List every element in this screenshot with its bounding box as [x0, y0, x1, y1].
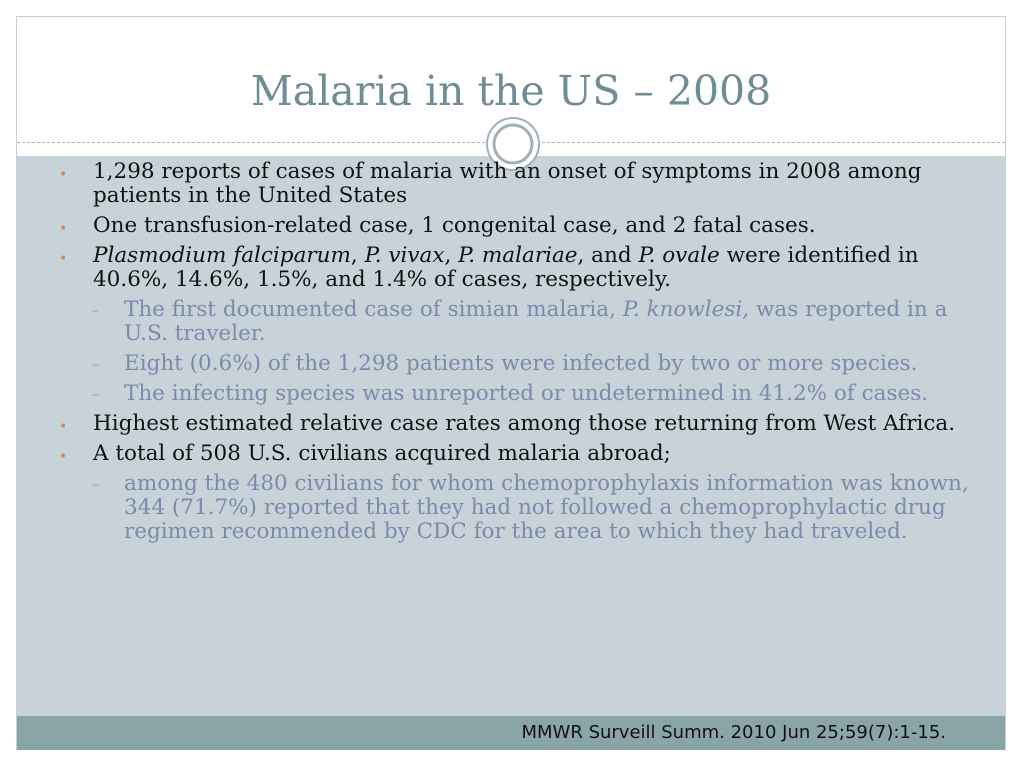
- bullet-item: • 1,298 reports of cases of malaria with…: [56, 160, 976, 208]
- sub-bullet-item: – Eight (0.6%) of the 1,298 patients wer…: [56, 352, 976, 376]
- sub-bullet-marker: –: [92, 387, 99, 403]
- slide-title: Malaria in the US – 2008: [250, 67, 772, 115]
- sub-bullet-marker: –: [92, 357, 99, 373]
- sub-bullet-marker: –: [92, 477, 99, 493]
- citation: MMWR Surveill Summ. 2010 Jun 25;59(7):1-…: [521, 722, 946, 743]
- text-run: was reported in a U.S. traveler.: [124, 297, 948, 346]
- bullet-marker: •: [59, 419, 68, 435]
- sub-bullet-item: – The infecting species was unreported o…: [56, 382, 976, 406]
- bullet-marker: •: [59, 221, 68, 237]
- text-run: The first documented case of simian mala…: [124, 297, 623, 322]
- bullet-text: Highest estimated relative case rates am…: [93, 411, 956, 436]
- double-circle-ornament-icon: [486, 117, 540, 171]
- bullet-marker: •: [59, 167, 68, 183]
- content-background: [17, 156, 1005, 716]
- text-run: were identified in 40.6%, 14.6%, 1.5%, a…: [93, 243, 919, 292]
- bullet-marker: •: [59, 449, 68, 465]
- bullet-marker: •: [59, 251, 68, 267]
- species-name: P. malariae: [458, 243, 578, 268]
- species-name: P. vivax: [364, 243, 445, 268]
- species-name: P. ovale: [638, 243, 720, 268]
- text-run: ,: [350, 243, 365, 268]
- slide-body: • 1,298 reports of cases of malaria with…: [56, 154, 976, 544]
- sub-bullet-marker: –: [92, 303, 99, 319]
- sub-bullet-text: Eight (0.6%) of the 1,298 patients were …: [124, 351, 918, 376]
- footer-bar: [17, 716, 1005, 750]
- sub-bullet-item: – among the 480 civilians for whom chemo…: [56, 472, 976, 544]
- sub-bullet-text: The infecting species was unreported or …: [124, 381, 929, 406]
- bullet-item: • Highest estimated relative case rates …: [56, 412, 976, 436]
- sub-bullet-item: – The first documented case of simian ma…: [56, 298, 976, 346]
- bullet-text: 1,298 reports of cases of malaria with a…: [93, 159, 922, 208]
- bullet-text: One transfusion-related case, 1 congenit…: [93, 213, 816, 238]
- bullet-item: • One transfusion-related case, 1 congen…: [56, 214, 976, 238]
- species-name: Plasmodium falciparum: [93, 243, 351, 268]
- bullet-text: A total of 508 U.S. civilians acquired m…: [93, 441, 671, 466]
- species-name: P. knowlesi,: [622, 297, 750, 322]
- text-run: ,: [444, 243, 459, 268]
- bullet-item: • Plasmodium falciparum, P. vivax, P. ma…: [56, 244, 976, 292]
- text-run: , and: [577, 243, 639, 268]
- bullet-item: • A total of 508 U.S. civilians acquired…: [56, 442, 976, 466]
- sub-bullet-text: among the 480 civilians for whom chemopr…: [124, 471, 969, 544]
